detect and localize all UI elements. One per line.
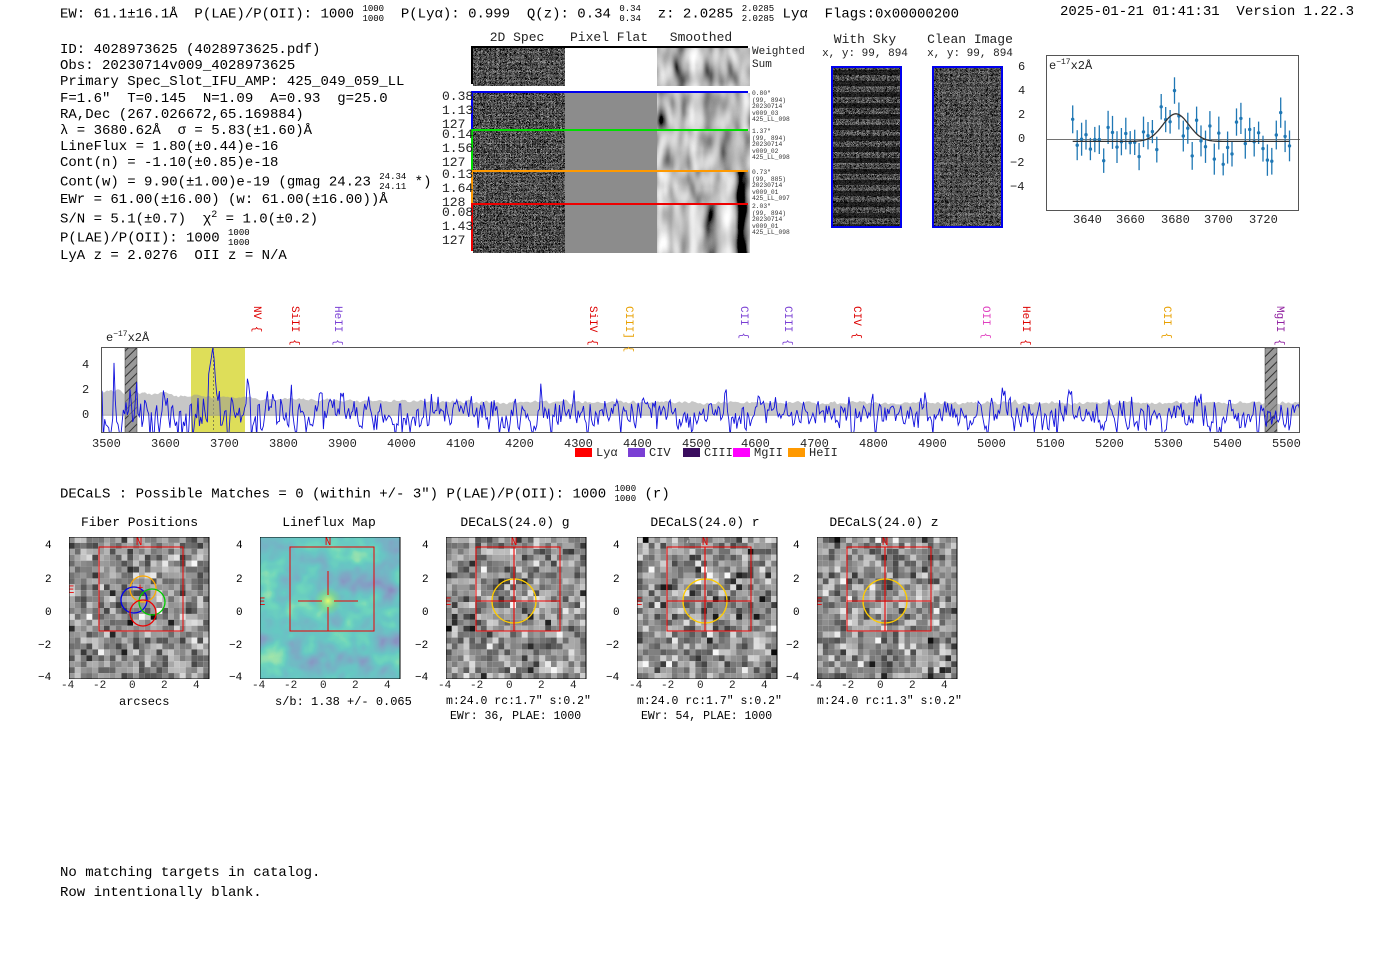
svg-text:-2: -2: [93, 680, 106, 692]
svg-text:-4: -4: [61, 680, 75, 692]
svg-text:4: 4: [761, 680, 768, 692]
svg-text:2: 2: [352, 680, 359, 692]
svg-text:-2: -2: [841, 680, 854, 692]
svg-text:0: 0: [506, 680, 513, 692]
svg-text:0: 0: [320, 680, 327, 692]
svg-text:0: 0: [697, 680, 704, 692]
svg-text:-2: -2: [661, 680, 674, 692]
svg-text:4: 4: [384, 680, 391, 692]
svg-text:4: 4: [193, 680, 200, 692]
svg-text:2: 2: [909, 680, 916, 692]
svg-text:0: 0: [129, 680, 136, 692]
svg-text:2: 2: [161, 680, 168, 692]
svg-text:-4: -4: [629, 680, 643, 692]
svg-text:0: 0: [877, 680, 884, 692]
svg-text:-2: -2: [470, 680, 483, 692]
svg-text:4: 4: [941, 680, 948, 692]
svg-text:4: 4: [570, 680, 577, 692]
svg-text:2: 2: [538, 680, 545, 692]
svg-text:2: 2: [729, 680, 736, 692]
svg-text:-4: -4: [809, 680, 823, 692]
svg-text:-2: -2: [284, 680, 297, 692]
svg-text:-4: -4: [252, 680, 266, 692]
svg-text:-4: -4: [438, 680, 452, 692]
